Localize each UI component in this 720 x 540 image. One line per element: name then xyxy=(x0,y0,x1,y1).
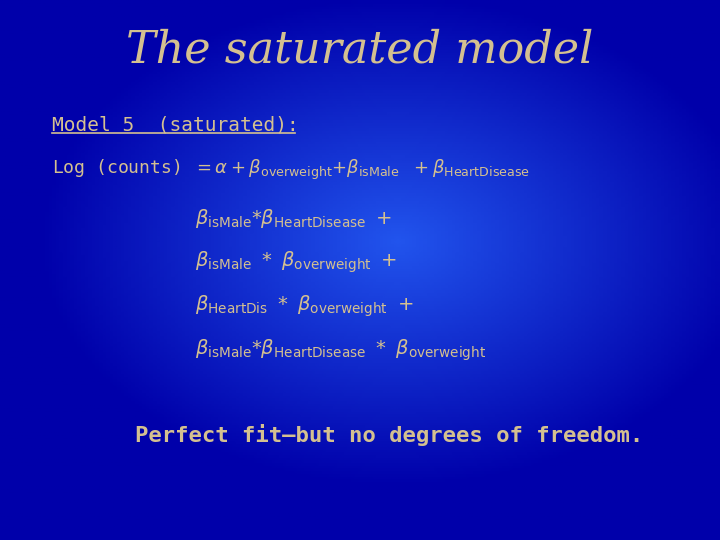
Text: $\beta_{\mathsf{isMale}}$$*\beta_{\mathsf{HeartDisease}}\ *\ \beta_{\mathsf{over: $\beta_{\mathsf{isMale}}$$*\beta_{\maths… xyxy=(195,338,486,363)
Text: Perfect fit—but no degrees of freedom.: Perfect fit—but no degrees of freedom. xyxy=(135,424,643,446)
Text: $\beta_{\mathsf{isMale}}\ *\ \beta_{\mathsf{overweight}}\ +$: $\beta_{\mathsf{isMale}}\ *\ \beta_{\mat… xyxy=(195,249,397,275)
Text: $\beta_{\mathsf{isMale}}$$*\beta_{\mathsf{HeartDisease}}\ +$: $\beta_{\mathsf{isMale}}$$*\beta_{\maths… xyxy=(195,206,392,230)
Text: Log (counts) $= \alpha + \beta_{\mathsf{overweight}}$$ + \beta_{\mathsf{isMale}}: Log (counts) $= \alpha + \beta_{\mathsf{… xyxy=(52,158,530,182)
Text: The saturated model: The saturated model xyxy=(126,29,594,72)
Text: Model 5  (saturated):: Model 5 (saturated): xyxy=(52,116,299,134)
Text: $\beta_{\mathsf{HeartDis}}\ *\ \beta_{\mathsf{overweight}}\ +$: $\beta_{\mathsf{HeartDis}}\ *\ \beta_{\m… xyxy=(195,293,413,319)
